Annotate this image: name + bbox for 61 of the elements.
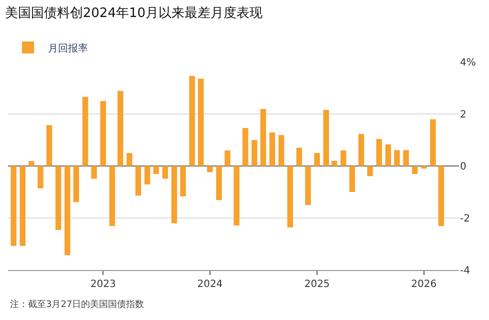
bar — [242, 128, 248, 166]
bar — [28, 161, 34, 166]
bar — [323, 110, 329, 166]
bar — [91, 166, 97, 179]
bar — [305, 166, 311, 205]
bar — [38, 166, 44, 188]
bar — [252, 140, 258, 166]
bar — [340, 150, 346, 166]
bar — [180, 166, 186, 196]
bar — [82, 96, 88, 166]
bar — [198, 78, 204, 166]
bar — [171, 166, 178, 224]
y-tick-label: 0 — [460, 162, 466, 172]
bar — [314, 153, 320, 166]
bar — [296, 148, 302, 166]
bar — [10, 166, 16, 246]
bar — [46, 125, 52, 166]
bar — [394, 150, 400, 166]
bar — [278, 135, 284, 166]
bar — [430, 119, 436, 166]
bar — [216, 166, 222, 200]
legend-label: 月回报率 — [48, 42, 88, 54]
bar — [189, 76, 195, 166]
y-tick-label: 4% — [460, 58, 476, 68]
bar — [162, 166, 168, 179]
x-tick-label: 2026 — [411, 279, 437, 290]
bar — [331, 160, 338, 166]
bar — [438, 166, 444, 226]
bar — [287, 166, 293, 228]
bar — [269, 132, 276, 166]
bar — [73, 166, 80, 202]
y-tick-label: 2 — [460, 110, 466, 120]
bar — [349, 166, 356, 192]
bar — [260, 109, 266, 166]
x-tick-label: 2023 — [90, 279, 116, 290]
bar — [367, 166, 373, 176]
bar — [412, 166, 418, 174]
bar — [135, 166, 142, 196]
bar — [403, 150, 409, 166]
bar — [144, 166, 150, 184]
bar — [100, 101, 106, 166]
bar — [126, 153, 132, 166]
bar — [234, 166, 240, 226]
bar — [118, 90, 124, 166]
bar — [385, 144, 392, 166]
bar — [55, 166, 62, 230]
x-tick-label: 2025 — [304, 279, 330, 290]
chart-title: 美国国债料创2024年10月以来最差月度表现 — [4, 5, 263, 22]
bar — [64, 166, 70, 256]
y-tick-label: -4 — [460, 266, 470, 276]
x-tick-label: 2024 — [197, 279, 223, 290]
bar — [358, 134, 364, 166]
bar — [224, 150, 230, 166]
bar — [153, 166, 159, 174]
bar — [20, 166, 26, 246]
bar — [109, 166, 116, 226]
text: 注：截至3月27日的美国国债指数 — [10, 299, 144, 310]
bar — [421, 166, 427, 169]
y-tick-label: -2 — [460, 214, 470, 224]
bar — [207, 166, 213, 172]
bar — [376, 138, 382, 166]
